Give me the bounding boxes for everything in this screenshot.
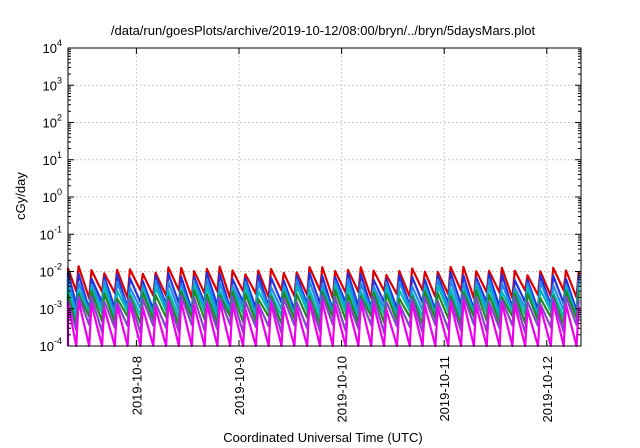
y-tick-label-base: 10 bbox=[43, 190, 57, 205]
y-tick-label-exponent: 1 bbox=[57, 150, 62, 160]
y-tick-label-base: 10 bbox=[40, 339, 54, 354]
y-tick-label: 104 bbox=[43, 38, 62, 56]
data-series-group bbox=[66, 265, 580, 348]
y-tick-label-base: 10 bbox=[40, 302, 54, 317]
y-tick-label-exponent: -3 bbox=[54, 299, 62, 309]
y-tick-label-base: 10 bbox=[40, 265, 54, 280]
y-tick-label-exponent: -2 bbox=[54, 262, 62, 272]
y-axis-label: cGy/day bbox=[13, 172, 28, 220]
y-tick-label: 10-4 bbox=[40, 336, 62, 354]
y-tick-label: 103 bbox=[43, 75, 62, 93]
y-tick-label: 10-2 bbox=[40, 262, 62, 280]
y-tick-label-exponent: 2 bbox=[57, 113, 62, 123]
x-tick-label: 2019-10-9 bbox=[232, 356, 247, 415]
chart-title: /data/run/goesPlots/archive/2019-10-12/0… bbox=[111, 23, 536, 38]
series-line-6 bbox=[66, 299, 580, 348]
y-tick-label-base: 10 bbox=[43, 41, 57, 56]
y-tick-label-base: 10 bbox=[43, 78, 57, 93]
y-tick-label-base: 10 bbox=[43, 153, 57, 168]
y-tick-label-exponent: 3 bbox=[57, 75, 62, 85]
x-tick-label: 2019-10-12 bbox=[540, 356, 555, 423]
y-tick-label: 100 bbox=[43, 187, 62, 205]
y-tick-label: 10-3 bbox=[40, 299, 62, 317]
x-axis-ticks: 2019-10-8 2019-10-9 2019-10-10 2019-10-11 20… bbox=[129, 48, 555, 423]
y-tick-label-exponent: -1 bbox=[54, 224, 62, 234]
y-tick-label-base: 10 bbox=[43, 116, 57, 131]
y-tick-label-base: 10 bbox=[40, 227, 54, 242]
y-tick-label-exponent: 4 bbox=[57, 38, 62, 48]
y-tick-label: 102 bbox=[43, 113, 62, 131]
x-tick-label: 2019-10-8 bbox=[129, 356, 144, 415]
y-tick-label: 101 bbox=[43, 150, 62, 168]
y-tick-label-exponent: 0 bbox=[57, 187, 62, 197]
x-tick-label: 2019-10-10 bbox=[335, 356, 350, 423]
y-tick-label-exponent: -4 bbox=[54, 336, 62, 346]
y-tick-label: 10-1 bbox=[40, 224, 62, 242]
x-tick-label: 2019-10-11 bbox=[437, 356, 452, 422]
x-axis-label: Coordinated Universal Time (UTC) bbox=[223, 430, 422, 445]
